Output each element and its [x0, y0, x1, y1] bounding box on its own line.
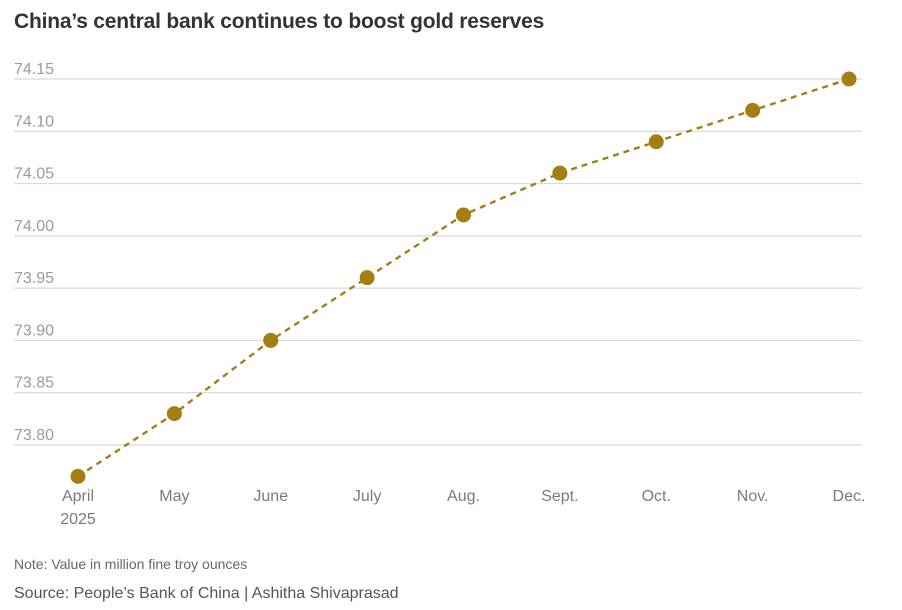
data-point: [70, 468, 86, 484]
series-line: [77, 77, 850, 478]
y-tick-label: 74.00: [14, 218, 54, 235]
x-tick-sublabel: 2025: [60, 511, 96, 528]
chart-title: China’s central bank continues to boost …: [14, 10, 545, 33]
x-tick-label: July: [353, 488, 381, 505]
data-point: [648, 134, 664, 150]
data-point: [456, 207, 471, 223]
data-point: [552, 165, 568, 181]
y-tick-label: 74.10: [14, 113, 54, 130]
chart-note: Note: Value in million fine troy ounces: [14, 556, 248, 572]
gridlines: [14, 78, 862, 446]
x-tick-label: Sept.: [541, 488, 578, 505]
x-tick-label: Aug.: [447, 488, 480, 505]
y-tick-label: 74.15: [14, 61, 54, 78]
data-point: [263, 332, 279, 348]
y-axis-ticks: 74.15 74.10 74.05 74.00 73.95 73.90 73.85 73.80: [14, 61, 54, 444]
x-tick-label: Oct.: [642, 488, 671, 505]
x-tick-label: Dec.: [833, 488, 866, 505]
y-tick-label: 73.90: [14, 322, 54, 339]
x-tick-label: Nov.: [737, 488, 769, 505]
line-chart: 74.15 74.10 74.05 74.00 73.95 73.90 73.85 73.80…: [14, 61, 865, 528]
x-tick-label: May: [159, 488, 189, 505]
x-tick-label: June: [253, 488, 288, 505]
series-layer: [70, 71, 857, 484]
y-tick-label: 73.80: [14, 427, 54, 444]
y-tick-label: 73.95: [14, 270, 54, 287]
y-tick-label: 73.85: [14, 375, 54, 392]
data-point: [841, 71, 857, 87]
y-tick-label: 74.05: [14, 166, 54, 183]
chart-source: Source: People’s Bank of China | Ashitha…: [14, 585, 399, 602]
data-point: [166, 406, 182, 422]
data-point: [359, 270, 375, 286]
x-axis-ticks: April 2025 May June July Aug. Sept. Oct. Nov. Dec…: [60, 488, 865, 528]
x-tick-label: April: [62, 488, 94, 505]
data-point: [745, 102, 761, 118]
